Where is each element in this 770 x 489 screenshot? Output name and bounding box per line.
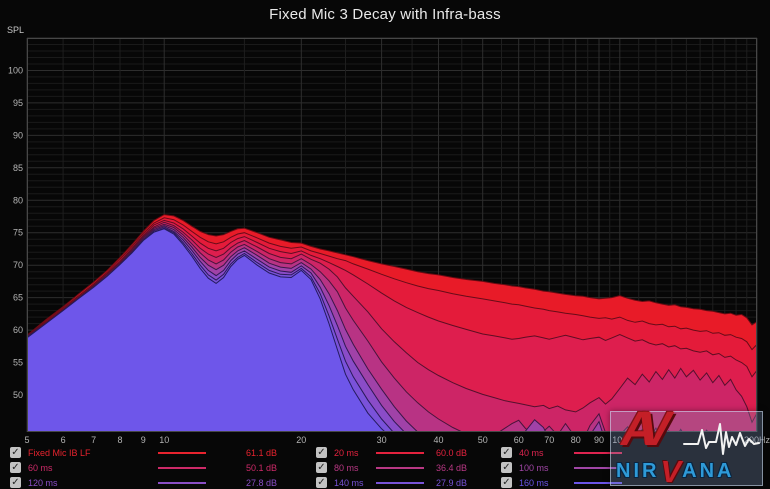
x-axis-labels: 5 6 7 8 9 10 20 30 40 50 60 70 80 90 100 200Hz (24, 435, 770, 445)
legend-trace-label[interactable]: Fixed Mic IB LF (28, 447, 91, 458)
legend-trace-label[interactable]: 120 ms (28, 477, 58, 488)
nirvana-wordmark: NIR V ANA (616, 454, 735, 489)
legend-line-sample (158, 451, 206, 454)
x-tick-label: 100 (612, 435, 627, 445)
x-tick-label: 20 (296, 435, 306, 445)
legend-trace-label[interactable]: 20 ms (334, 447, 359, 458)
legend-trace-label[interactable]: 100 ms (519, 462, 549, 473)
legend-item: ✓ 120 ms 27.8 dB (10, 476, 277, 489)
trace-visibility-checkbox[interactable]: ✓ (10, 477, 21, 488)
x-tick-label: 7 (91, 435, 96, 445)
x-tick-label: 60 (514, 435, 524, 445)
legend-trace-label[interactable]: 140 ms (334, 477, 364, 488)
legend-line-sample (158, 481, 206, 484)
legend-line-sample (376, 451, 424, 454)
x-tick-label: 200Hz (744, 435, 770, 445)
y-axis-unit-label: SPL (7, 25, 25, 35)
y-tick-label: 75 (13, 228, 23, 238)
legend-value: 50.1 dB (246, 462, 278, 473)
y-tick-label: 50 (13, 390, 23, 400)
y-tick-label: 70 (13, 260, 23, 270)
x-tick-label: 70 (544, 435, 554, 445)
nirvana-text-left: NIR (616, 460, 660, 482)
decay-line-100-ms (27, 225, 603, 432)
y-tick-label: 90 (13, 130, 23, 140)
decay-line-140-ms (27, 227, 394, 432)
legend-item: ✓ 140 ms 27.9 dB (316, 476, 467, 489)
x-tick-label: 10 (159, 435, 169, 445)
legend-value: 36.4 dB (436, 462, 468, 473)
y-tick-label: 100 (8, 66, 23, 76)
x-tick-label: 90 (594, 435, 604, 445)
nirvana-text-right: ANA (682, 460, 735, 482)
plot-border (27, 38, 757, 432)
trace-visibility-checkbox[interactable]: ✓ (316, 447, 327, 458)
x-tick-label: 9 (141, 435, 146, 445)
trace-visibility-checkbox[interactable]: ✓ (10, 447, 21, 458)
legend-line-sample (376, 481, 424, 484)
y-tick-label: 95 (13, 98, 23, 108)
legend-item: ✓ 100 ms (501, 461, 622, 474)
y-tick-label: 60 (13, 325, 23, 335)
legend-item: ✓ 40 ms (501, 446, 622, 459)
trace-visibility-checkbox[interactable]: ✓ (10, 462, 21, 473)
y-axis-labels: 100 95 90 85 80 75 70 65 60 55 50 (8, 66, 23, 401)
decay-line-160-ms (27, 228, 386, 432)
trace-visibility-checkbox[interactable]: ✓ (501, 477, 512, 488)
legend-item: ✓ 60 ms 50.1 dB (10, 461, 277, 474)
legend-trace-label[interactable]: 60 ms (28, 462, 53, 473)
x-tick-label: 80 (571, 435, 581, 445)
legend-value: 60.0 dB (436, 447, 468, 458)
legend-value: 27.9 dB (436, 477, 468, 488)
decay-line-60-ms (27, 221, 757, 424)
legend-item: ✓ 160 ms (501, 476, 622, 489)
legend-line-sample (574, 451, 622, 454)
legend-trace-label[interactable]: 40 ms (519, 447, 544, 458)
trace-visibility-checkbox[interactable]: ✓ (316, 462, 327, 473)
legend-value: 27.8 dB (246, 477, 278, 488)
decay-line-fixed-mic-ib-lf (27, 214, 757, 336)
trace-visibility-checkbox[interactable]: ✓ (501, 462, 512, 473)
x-tick-label: 50 (478, 435, 488, 445)
legend-item: ✓ 80 ms 36.4 dB (316, 461, 467, 474)
x-tick-label: 8 (117, 435, 122, 445)
trace-visibility-checkbox[interactable]: ✓ (316, 477, 327, 488)
decay-series (27, 214, 757, 432)
decay-line-40-ms (27, 219, 757, 378)
x-tick-label: 40 (433, 435, 443, 445)
legend-value: 61.1 dB (246, 447, 278, 458)
y-tick-label: 85 (13, 163, 23, 173)
legend-line-sample (574, 466, 622, 469)
legend-line-sample (376, 466, 424, 469)
legend-trace-label[interactable]: 80 ms (334, 462, 359, 473)
chart-title: Fixed Mic 3 Decay with Infra-bass (269, 6, 501, 23)
x-tick-label: 6 (61, 435, 66, 445)
legend-item: ✓ 20 ms 60.0 dB (316, 446, 467, 459)
trace-visibility-checkbox[interactable]: ✓ (501, 447, 512, 458)
decay-line-20-ms (27, 217, 757, 351)
legend-line-sample (574, 481, 622, 484)
legend-line-sample (158, 466, 206, 469)
watermark: AV NIR V ANA (610, 403, 763, 489)
legend-item: ✓ Fixed Mic IB LF 61.1 dB (10, 446, 277, 459)
x-tick-label: 5 (24, 435, 29, 445)
legend-trace-label[interactable]: 160 ms (519, 477, 549, 488)
waveform-icon (683, 423, 760, 455)
y-tick-label: 55 (13, 358, 23, 368)
x-tick-label: 30 (377, 435, 387, 445)
y-tick-label: 65 (13, 293, 23, 303)
nirvana-red-v: V (660, 454, 682, 489)
y-tick-label: 80 (13, 195, 23, 205)
decay-line-120-ms (27, 226, 406, 432)
decay-line-80-ms (27, 223, 732, 432)
av-nirvana-logo: AV (621, 403, 671, 456)
